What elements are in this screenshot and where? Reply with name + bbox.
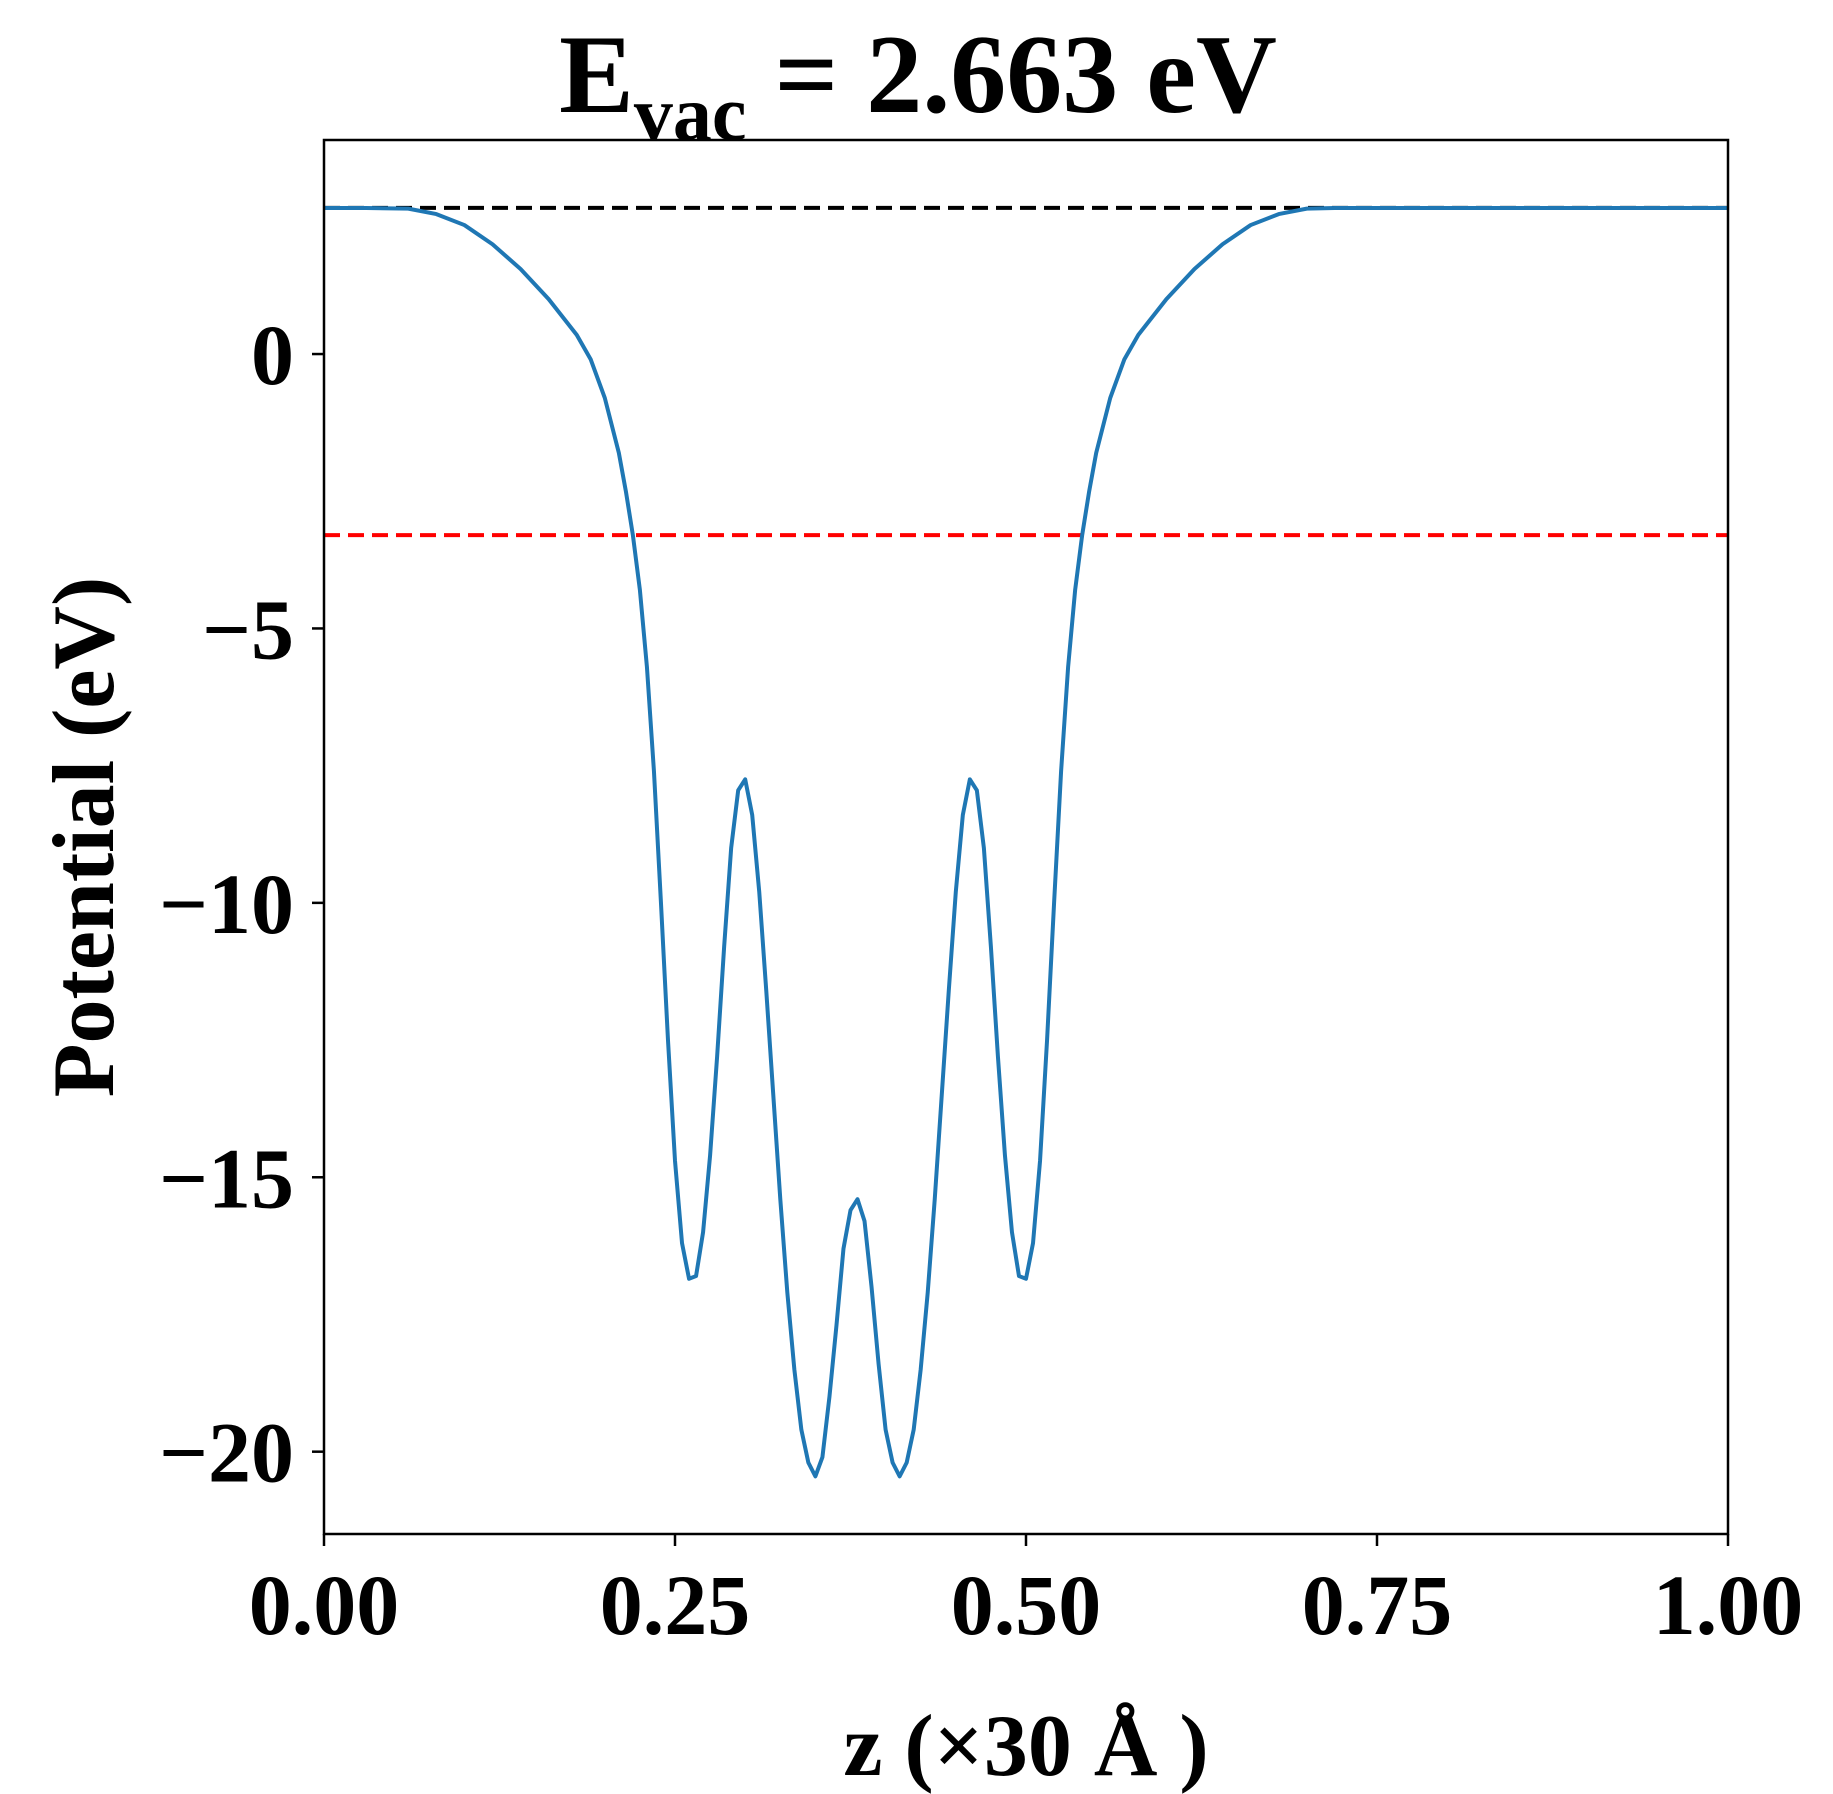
x-tick-label: 0.00: [249, 1557, 400, 1653]
x-tick-label: 0.25: [600, 1557, 751, 1653]
x-tick-label: 0.75: [1302, 1557, 1453, 1653]
series-line-0: [324, 206, 1728, 1479]
y-tick-label: −15: [159, 1130, 294, 1226]
chart-title: Evac = 2.663 eV: [559, 13, 1277, 157]
chart-title-main: E: [559, 13, 634, 137]
y-tick-label: −5: [202, 581, 294, 677]
y-tick-label: 0: [251, 307, 294, 403]
y-tick-label: −20: [159, 1405, 294, 1501]
chart-title-rest: = 2.663 eV: [746, 13, 1276, 137]
x-tick-label: 0.50: [951, 1557, 1102, 1653]
chart-title-subscript: vac: [634, 70, 747, 157]
x-tick-label: 1.00: [1653, 1557, 1804, 1653]
x-axis-title: z (×30 Å ): [843, 1698, 1208, 1794]
y-tick-label: −10: [159, 856, 294, 952]
y-axis-title: Potential (eV): [36, 577, 133, 1097]
plot-frame: [322, 138, 1730, 1536]
